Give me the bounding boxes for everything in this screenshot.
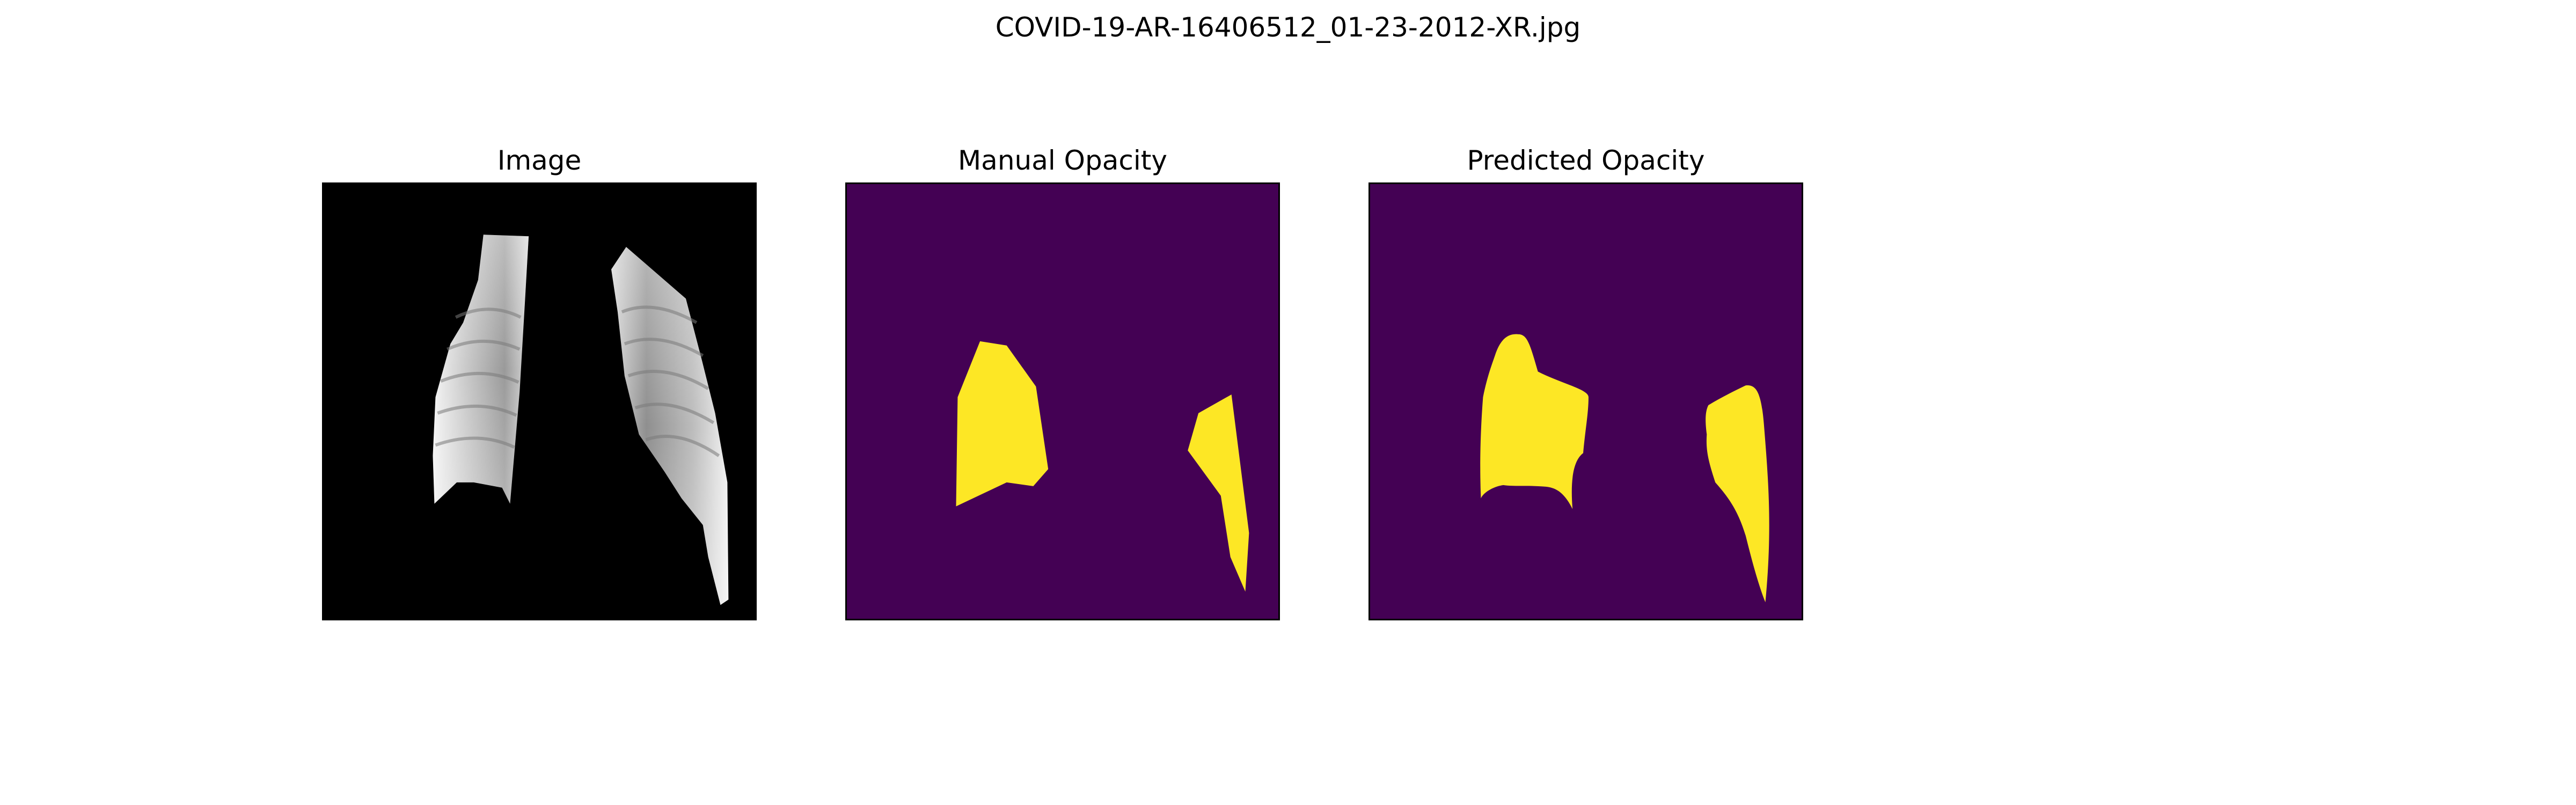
predicted-panel-title: Predicted Opacity: [1467, 145, 1705, 176]
manual-mask-background: [847, 184, 1278, 619]
manual-panel-title: Manual Opacity: [958, 145, 1167, 176]
manual-mask-region-left: [956, 341, 1049, 507]
predicted-mask-region-left: [1480, 334, 1589, 509]
figure-title: COVID-19-AR-16406512_01-23-2012-XR.jpg: [995, 12, 1581, 43]
manual-mask-region-right: [1188, 394, 1249, 592]
predicted-mask-region-right: [1706, 385, 1769, 603]
rib-lines: [435, 305, 720, 457]
manual-opacity-panel: [845, 182, 1280, 620]
predicted-opacity-panel: [1368, 182, 1803, 620]
image-panel-title: Image: [497, 145, 582, 176]
predicted-opacity-mask: [1370, 184, 1802, 619]
xray-image-panel: [322, 182, 757, 620]
manual-opacity-mask: [847, 184, 1278, 619]
xray-image: [324, 184, 755, 619]
